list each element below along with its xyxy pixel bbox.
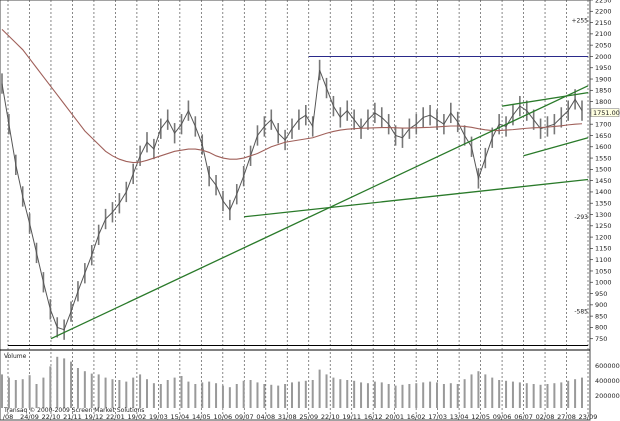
x-tick-label: 22/10 bbox=[321, 413, 340, 421]
horizontal-lines bbox=[8, 55, 588, 346]
x-tick-label: 16/12 bbox=[364, 413, 383, 421]
trendline bbox=[50, 85, 589, 340]
x-tick-label: 19/03 bbox=[149, 413, 168, 421]
moving-average-line bbox=[1, 28, 583, 164]
x-tick-label: 13/04 bbox=[450, 413, 469, 421]
y-tick-label: 1700 bbox=[595, 120, 612, 128]
trendline bbox=[523, 137, 589, 157]
y-tick-label: 800 bbox=[595, 324, 607, 332]
y-tick-label: 2250 bbox=[595, 0, 612, 4]
y-tick-label: 1350 bbox=[595, 200, 612, 208]
y-tick-label: 1650 bbox=[595, 132, 612, 140]
last-price-label: 1751.00 bbox=[593, 109, 620, 117]
volume-tick-label: 4000000 bbox=[595, 377, 620, 385]
x-tick-label: 12/05 bbox=[471, 413, 490, 421]
y-tick-label: 1050 bbox=[595, 267, 612, 275]
x-tick-label: 25/09 bbox=[299, 413, 318, 421]
x-tick-label: 15/04 bbox=[170, 413, 189, 421]
volume-panel-title: Volume bbox=[4, 353, 27, 360]
y-tick-label: 1800 bbox=[595, 98, 612, 106]
series-layer bbox=[1, 28, 583, 340]
y-tick-label: 1550 bbox=[595, 154, 612, 162]
x-tick-label: 04/08 bbox=[256, 413, 275, 421]
y-tick-label: 1900 bbox=[595, 75, 612, 83]
x-tick-label: 17/03 bbox=[428, 413, 447, 421]
x-tick-label: 19/12 bbox=[85, 413, 104, 421]
price-line bbox=[1, 69, 583, 331]
y-tick-label: 1150 bbox=[595, 245, 612, 253]
y-tick-label: 850 bbox=[595, 312, 607, 320]
x-tick-label: 16/02 bbox=[407, 413, 426, 421]
trendline bbox=[501, 91, 589, 107]
x-tick-label: 23/09 bbox=[579, 413, 598, 421]
labels-layer: Volume Transaq © 2000-2009 Screen Market… bbox=[3, 353, 144, 414]
x-tick-label: 27/08 bbox=[557, 413, 576, 421]
x-tick-label: 22/10 bbox=[42, 413, 61, 421]
y-tick-label: 1500 bbox=[595, 166, 612, 174]
y-tick-label: 2200 bbox=[595, 8, 612, 16]
x-tick-label: 09/07 bbox=[235, 413, 254, 421]
annotation-label: +255 bbox=[572, 17, 589, 24]
x-tick-label: 06/07 bbox=[514, 413, 533, 421]
y-tick-label: 900 bbox=[595, 301, 607, 309]
x-tick-label: 02/08 bbox=[536, 413, 555, 421]
x-tick-label: 31/08 bbox=[278, 413, 297, 421]
annotation-label: -293 bbox=[574, 214, 588, 221]
volume-tick-label: 6000000 bbox=[595, 362, 620, 370]
x-tick-label: 22/01 bbox=[106, 413, 125, 421]
y-tick-label: 2000 bbox=[595, 53, 612, 61]
y-axis: 750 800 850 900 950 1000 1050 1100 1150 1200 1250 1… bbox=[572, 0, 620, 400]
y-tick-label: 950 bbox=[595, 290, 607, 298]
y-tick-label: 2150 bbox=[595, 19, 612, 27]
y-tick-label: 1400 bbox=[595, 188, 612, 196]
trendline bbox=[244, 178, 589, 218]
x-tick-label: 10/06 bbox=[213, 413, 232, 421]
y-tick-label: 1200 bbox=[595, 233, 612, 241]
y-tick-label: 1250 bbox=[595, 222, 612, 230]
x-tick-label: 19/11 bbox=[342, 413, 361, 421]
y-tick-label: 1450 bbox=[595, 177, 612, 185]
trendlines-layer bbox=[50, 85, 589, 340]
x-tick-label: 20/01 bbox=[385, 413, 404, 421]
y-tick-label: 1600 bbox=[595, 143, 612, 151]
y-tick-label: 2100 bbox=[595, 30, 612, 38]
y-tick-label: 2050 bbox=[595, 41, 612, 49]
volume-tick-label: 2000000 bbox=[595, 392, 620, 400]
x-tick-label: 21/11 bbox=[63, 413, 82, 421]
y-tick-label: 750 bbox=[595, 335, 607, 343]
volume-layer bbox=[1, 356, 583, 408]
y-tick-label: 1950 bbox=[595, 64, 612, 72]
x-tick-label: 24/09 bbox=[20, 413, 39, 421]
x-tick-label: /08 bbox=[3, 413, 13, 421]
y-tick-label: 1300 bbox=[595, 211, 612, 219]
copyright-text: Transaq © 2000-2009 Screen Market Soluti… bbox=[3, 407, 144, 414]
annotation-label: -585 bbox=[574, 309, 588, 316]
plot-frame bbox=[0, 0, 591, 421]
x-tick-label: 19/02 bbox=[128, 413, 147, 421]
x-axis: /08 24/09 22/10 21/11 19/12 22/01 19/02 19/03 15… bbox=[3, 413, 598, 421]
last-price-box bbox=[590, 108, 620, 117]
y-tick-label: 1000 bbox=[595, 279, 612, 287]
x-tick-label: 14/05 bbox=[192, 413, 211, 421]
x-tick-label: 09/06 bbox=[493, 413, 512, 421]
grid-layer bbox=[0, 0, 591, 421]
y-tick-label: 1850 bbox=[595, 87, 612, 95]
y-tick-label: 1100 bbox=[595, 256, 612, 264]
